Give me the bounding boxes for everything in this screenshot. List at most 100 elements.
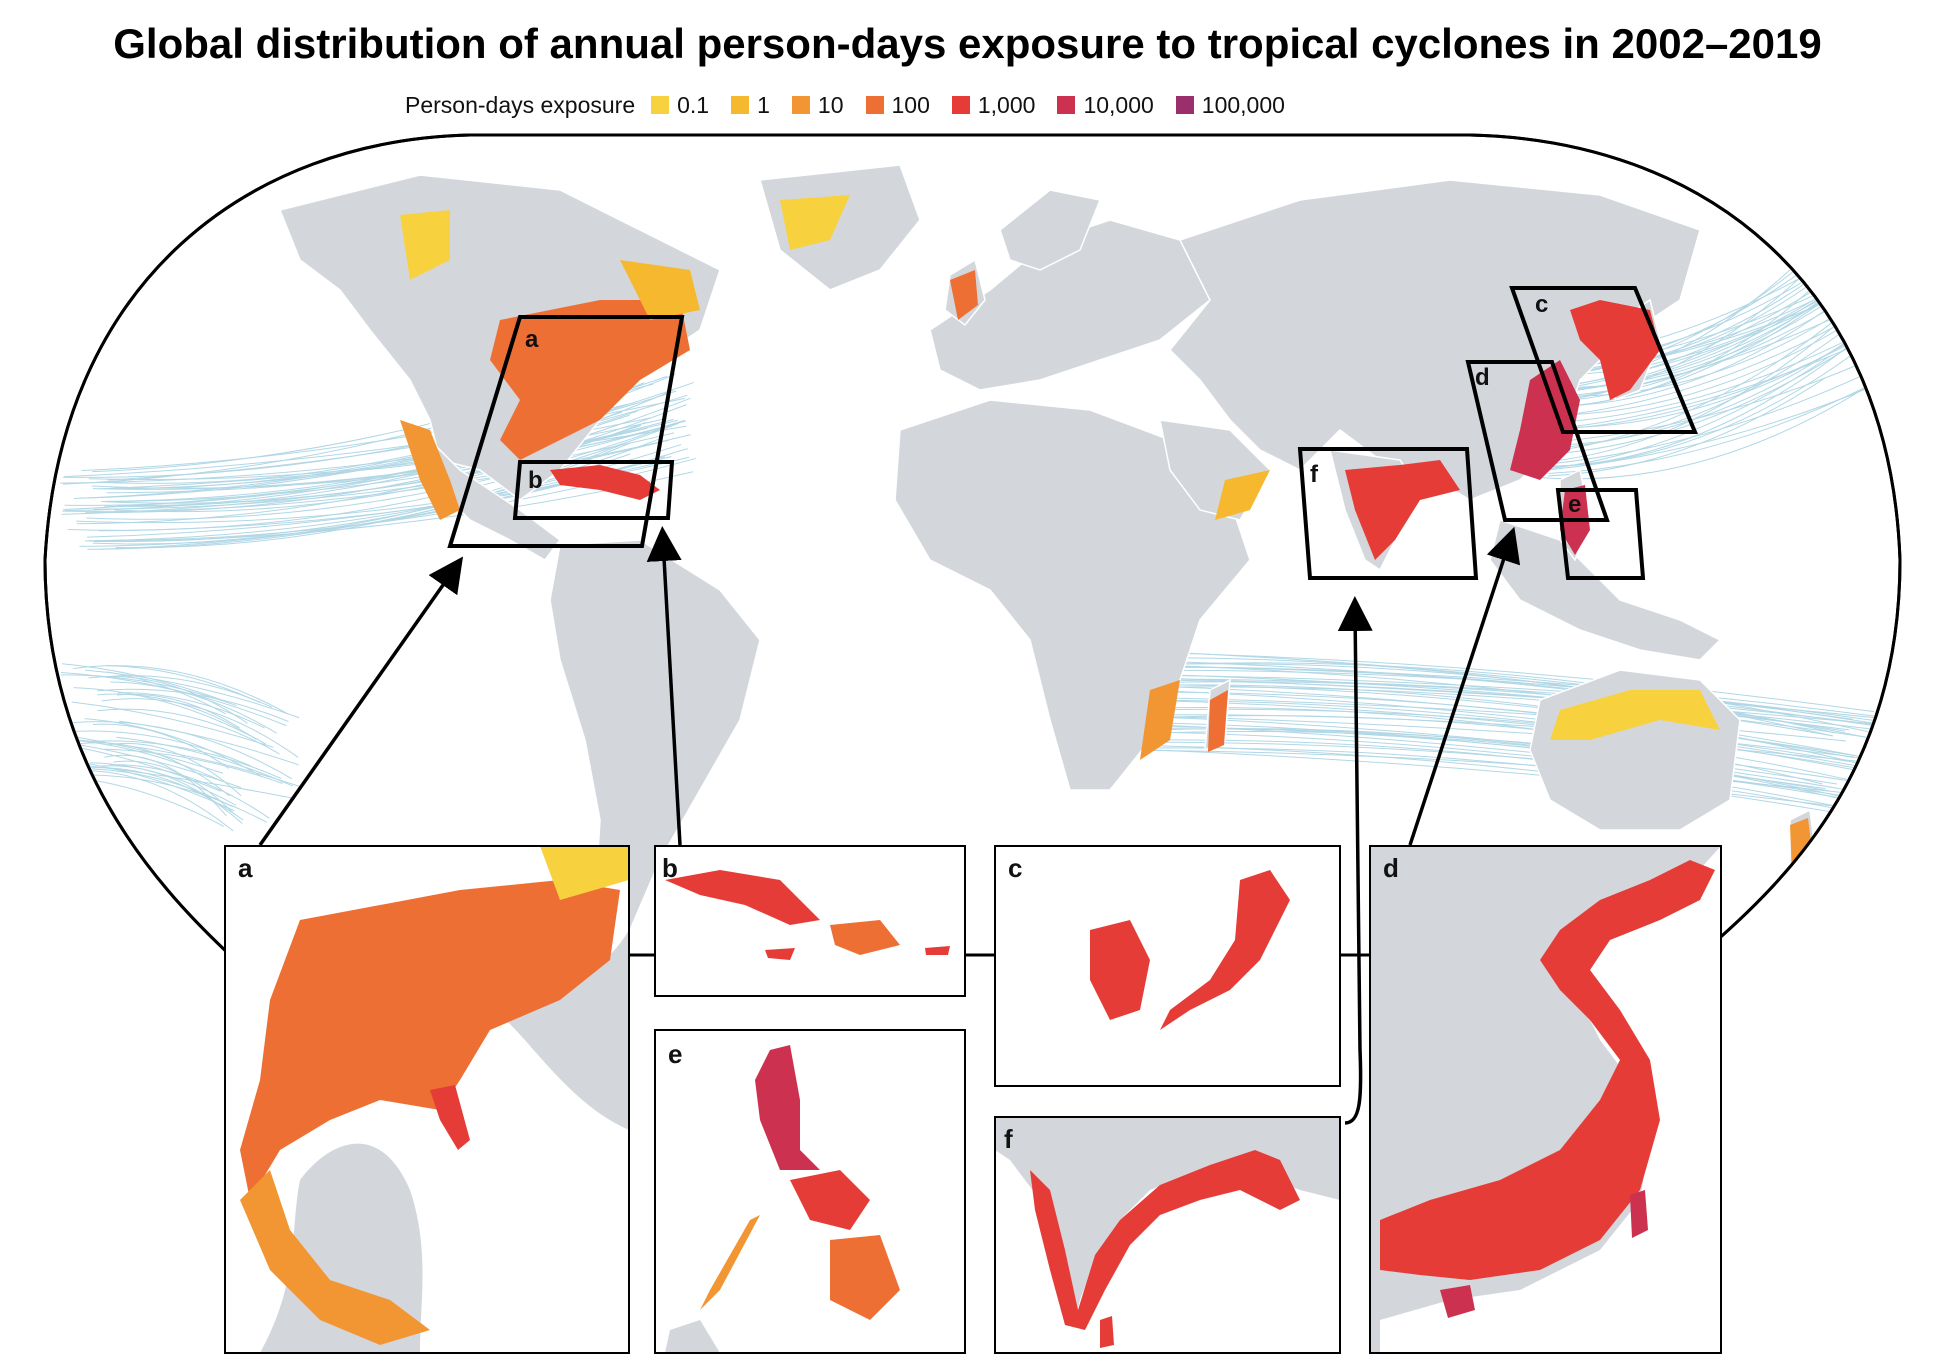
cyclone-track — [1155, 715, 1886, 789]
legend-label: Person-days exposure — [405, 91, 636, 118]
cyclone-track — [76, 746, 222, 792]
legend-item-100000: 100,000 — [1175, 92, 1285, 119]
inset-e-borneo-tip — [665, 1320, 720, 1353]
cyclone-track — [92, 723, 230, 769]
cyclone-track — [109, 764, 270, 819]
inset-f-india-exposure — [1030, 1150, 1300, 1330]
inset-e-luzon — [755, 1045, 820, 1170]
legend-item-1: 1 — [731, 92, 770, 119]
exposure-north-america-east-north — [620, 260, 700, 320]
map-region-boxes — [447, 286, 1698, 580]
cyclone-track — [105, 675, 273, 708]
exposure-patches — [400, 195, 1812, 872]
inset-e: e — [654, 1029, 966, 1354]
arrow-f — [1337, 596, 1373, 1125]
legend-swatch — [1175, 96, 1194, 114]
map-box-labels: a b c d e f — [525, 291, 1581, 518]
cyclone-track — [110, 681, 277, 734]
inset-b-puerto-rico — [925, 946, 950, 955]
cyclone-track — [1100, 747, 1893, 814]
inset-a-north-yellow — [540, 846, 629, 900]
inset-a-mexico-exposure — [240, 1170, 430, 1345]
exposure-mozambique — [1140, 680, 1180, 760]
cyclone-track — [1540, 327, 1872, 468]
cyclone-track — [73, 687, 267, 745]
inset-f-sri-lanka — [1100, 1316, 1114, 1348]
inset-e-visayas — [790, 1170, 870, 1230]
cyclone-track — [109, 420, 686, 503]
arrow-a — [258, 556, 464, 847]
box-c — [1509, 286, 1698, 434]
cyclone-track — [100, 765, 243, 824]
cyclone-track — [1145, 728, 1837, 799]
arrows — [258, 526, 1521, 1125]
cyclone-track — [1537, 377, 1881, 480]
cyclone-track — [1137, 699, 1889, 778]
cyclone-track — [76, 404, 687, 525]
cyclone-track — [1115, 747, 1896, 821]
cyclone-track — [1133, 730, 1877, 805]
exposure-arabia — [1215, 470, 1270, 520]
exposure-australia — [1550, 690, 1720, 740]
cyclone-track — [1547, 377, 1826, 477]
cyclone-track — [1134, 683, 1873, 760]
inset-c-korea — [1090, 920, 1150, 1020]
cyclone-track — [109, 425, 687, 489]
exposure-madagascar — [1208, 690, 1228, 752]
inset-a-florida — [430, 1085, 470, 1150]
box-d — [1465, 360, 1610, 522]
cyclone-track — [64, 738, 300, 787]
cyclone-track — [1505, 386, 1872, 474]
cyclone-track — [104, 748, 283, 784]
inset-b: b — [654, 845, 966, 997]
cyclone-track — [60, 672, 287, 727]
cyclone-track — [73, 665, 289, 715]
inset-label-a: a — [238, 853, 253, 883]
cyclone-track — [86, 425, 670, 520]
cyclone-track — [1158, 662, 1894, 739]
inset-b-hispaniola — [830, 920, 900, 955]
inset-label-b: b — [662, 853, 678, 883]
exposure-uk — [950, 270, 978, 320]
legend-swatch — [651, 96, 670, 114]
figure-title: Global distribution of annual person-day… — [113, 20, 1822, 67]
scandinavia — [999, 189, 1102, 271]
legend-swatch — [731, 96, 750, 114]
legend-swatch — [1057, 96, 1076, 114]
exposure-greenland-south — [780, 195, 850, 250]
cyclone-track — [90, 762, 237, 806]
inset-e-palawan — [700, 1215, 760, 1310]
inset-b-cuba — [665, 870, 820, 925]
cyclone-track — [1132, 696, 1846, 742]
inset-d-china-exposure — [1380, 860, 1715, 1280]
legend-item-0.1: 0.1 — [651, 92, 709, 119]
box-label-b: b — [528, 467, 543, 494]
inset-b-jamaica — [765, 948, 795, 960]
cyclone-track — [117, 692, 265, 729]
cyclone-track — [1520, 366, 1881, 468]
inset-c-japan — [1150, 870, 1290, 1050]
box-label-a: a — [525, 326, 539, 353]
inset-a: a — [224, 845, 630, 1354]
cyclone-track — [92, 768, 233, 808]
exposure-mexico — [400, 420, 460, 520]
cyclone-track — [101, 698, 299, 758]
inset-c: c — [994, 845, 1341, 1087]
inset-a-usa-exposure — [240, 880, 620, 1200]
box-b — [512, 460, 675, 520]
cyclone-track — [88, 763, 235, 812]
cyclone-track — [62, 439, 670, 512]
arrow-b — [646, 526, 682, 846]
cyclone-track — [1531, 319, 1859, 450]
exposure-north-america-east — [490, 300, 690, 460]
inset-label-f: f — [1004, 1124, 1013, 1154]
cyclone-track — [85, 669, 300, 719]
legend-swatch — [865, 96, 884, 114]
legend-swatch — [791, 96, 810, 114]
exposure-caribbean — [550, 465, 660, 500]
cyclone-track — [1155, 715, 1893, 766]
inset-label-e: e — [668, 1039, 682, 1069]
cyclone-track — [104, 754, 227, 817]
cyclone-track — [1137, 669, 1891, 724]
